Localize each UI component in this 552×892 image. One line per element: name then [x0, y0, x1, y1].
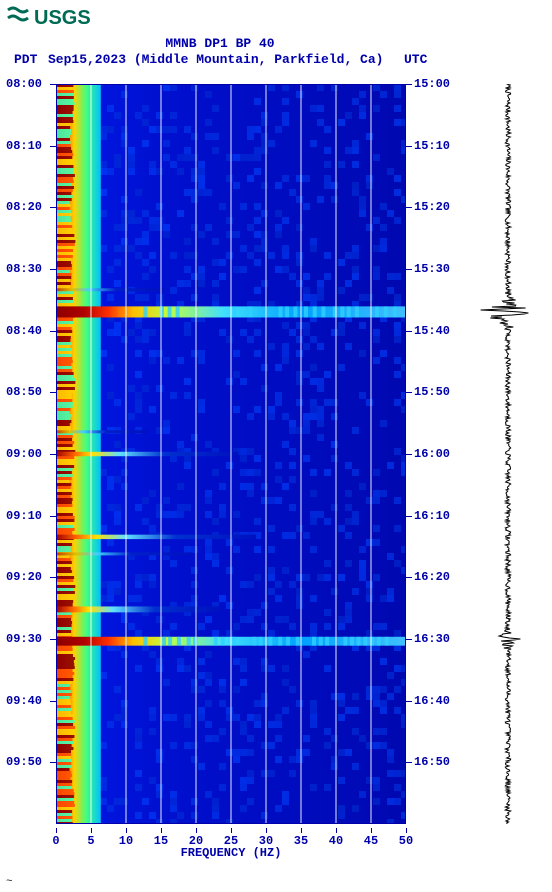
usgs-logo-svg: USGS — [6, 4, 102, 30]
time-tick-right: 15:40 — [414, 324, 450, 338]
time-tick-right: 15:20 — [414, 200, 450, 214]
time-tick-right: 16:20 — [414, 570, 450, 584]
spectrogram-svg — [56, 84, 406, 824]
time-tick-left: 09:40 — [6, 694, 42, 708]
time-tick-left: 08:00 — [6, 77, 42, 91]
time-tick-right: 16:00 — [414, 447, 450, 461]
spectrogram-panel — [56, 84, 406, 824]
time-tick-left: 09:20 — [6, 570, 42, 584]
time-tick-right: 15:00 — [414, 77, 450, 91]
time-tick-left: 09:30 — [6, 632, 42, 646]
waveform-panel — [472, 84, 544, 824]
tz-right-label: UTC — [404, 52, 427, 67]
time-tick-left: 08:30 — [6, 262, 42, 276]
page-root: USGS MMNB DP1 BP 40 PDT Sep15,2023 (Midd… — [0, 0, 552, 892]
time-axis-left: 08:0008:1008:2008:3008:4008:5009:0009:10… — [0, 84, 52, 824]
time-axis-right: 15:0015:1015:2015:3015:4015:5016:0016:10… — [410, 84, 470, 824]
date-location: Sep15,2023 (Middle Mountain, Parkfield, … — [48, 52, 383, 67]
time-tick-right: 15:10 — [414, 139, 450, 153]
time-tick-right: 16:40 — [414, 694, 450, 708]
time-tick-right: 16:50 — [414, 755, 450, 769]
time-tick-left: 08:10 — [6, 139, 42, 153]
svg-text:USGS: USGS — [34, 7, 91, 29]
footer-mark: ~ — [6, 876, 13, 888]
time-tick-left: 09:00 — [6, 447, 42, 461]
time-tick-left: 09:10 — [6, 509, 42, 523]
time-tick-right: 15:30 — [414, 262, 450, 276]
time-tick-right: 16:30 — [414, 632, 450, 646]
time-tick-right: 16:10 — [414, 509, 450, 523]
tz-left-label: PDT — [14, 52, 37, 67]
waveform-svg — [472, 84, 544, 824]
time-tick-left: 08:40 — [6, 324, 42, 338]
usgs-logo: USGS — [6, 4, 102, 30]
time-tick-left: 08:50 — [6, 385, 42, 399]
time-tick-left: 08:20 — [6, 200, 42, 214]
plot-title: MMNB DP1 BP 40 — [0, 36, 440, 51]
time-tick-left: 09:50 — [6, 755, 42, 769]
frequency-axis-label: FREQUENCY (HZ) — [56, 846, 406, 860]
time-tick-right: 15:50 — [414, 385, 450, 399]
